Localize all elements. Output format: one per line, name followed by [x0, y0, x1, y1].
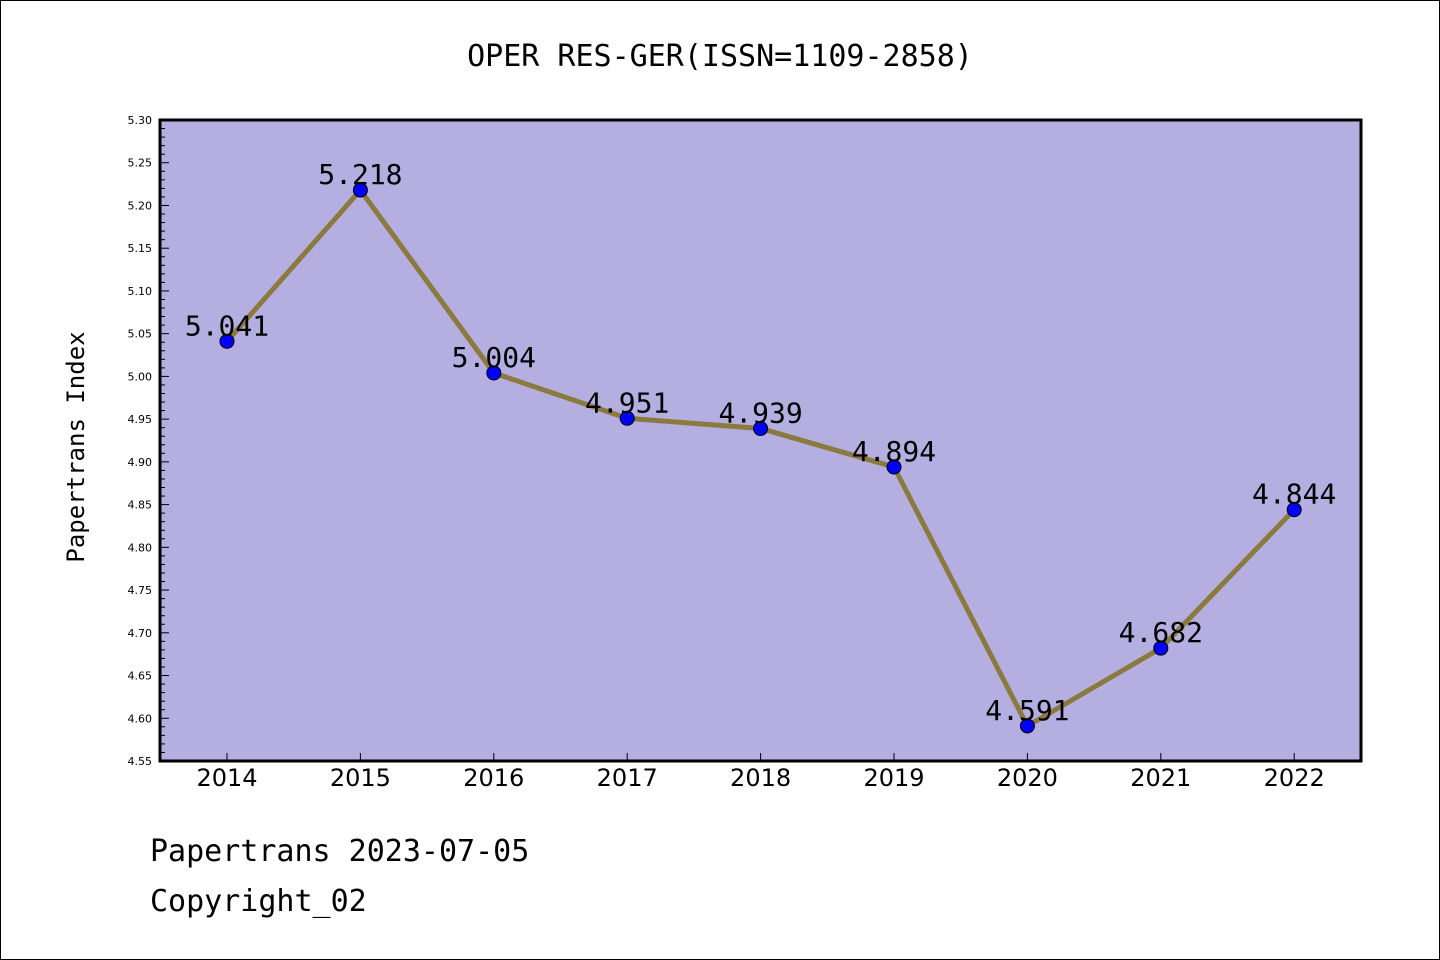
data-point [1019, 718, 1035, 734]
x-tick-label: 2014 [196, 764, 257, 792]
footer-date: Papertrans 2023-07-05 [150, 834, 530, 869]
x-tick-label: 2015 [330, 764, 391, 792]
y-tick-label: 5.05 [128, 328, 153, 341]
x-axis: 2014 2015 2016 2017 2018 2019 2020 2021 2022 [196, 753, 1325, 792]
x-tick-label: 2017 [597, 764, 658, 792]
y-tick-label: 5.30 [128, 114, 153, 127]
data-label: 5.218 [318, 158, 402, 191]
data-label: 4.894 [852, 435, 936, 468]
y-axis: 4.55 4.60 4.65 4.70 4.75 4.80 4.85 4.90 4.95 5.00… [128, 114, 169, 768]
y-tick-label: 4.80 [128, 541, 153, 554]
y-tick-label: 4.65 [128, 670, 153, 683]
x-tick-label: 2016 [463, 764, 524, 792]
data-point [486, 365, 502, 381]
x-tick-label: 2019 [863, 764, 924, 792]
y-tick-label: 5.10 [128, 285, 153, 298]
y-tick-label: 5.15 [128, 242, 153, 255]
data-label: 4.844 [1252, 478, 1336, 511]
data-labels: 5.041 5.218 5.004 4.951 4.939 4.894 4.591 4.682… [185, 158, 1336, 727]
y-tick-label: 4.55 [128, 755, 153, 768]
x-tick-label: 2020 [997, 764, 1058, 792]
y-tick-label: 4.95 [128, 413, 153, 426]
data-point [753, 421, 769, 437]
data-label: 4.951 [585, 386, 669, 419]
data-point [886, 459, 902, 475]
y-axis-label: Papertrans Index [62, 331, 90, 562]
data-point [352, 182, 368, 198]
data-label: 4.682 [1119, 616, 1203, 649]
data-point [219, 333, 235, 349]
series-markers [219, 182, 1302, 734]
data-point [1153, 640, 1169, 656]
y-tick-label: 5.25 [128, 157, 153, 170]
y-tick-label: 4.60 [128, 712, 153, 725]
y-tick-label: 4.85 [128, 499, 153, 512]
x-tick-label: 2018 [730, 764, 791, 792]
data-point [1286, 502, 1302, 518]
y-tick-label: 5.00 [128, 370, 153, 383]
y-tick-label: 4.70 [128, 627, 153, 640]
x-tick-label: 2021 [1130, 764, 1191, 792]
data-label: 5.041 [185, 309, 269, 342]
x-tick-label: 2022 [1264, 764, 1325, 792]
data-label: 4.939 [718, 397, 802, 430]
footer-copyright: Copyright_02 [150, 884, 367, 919]
data-label: 5.004 [452, 341, 536, 374]
data-point [619, 410, 635, 426]
y-tick-label: 4.90 [128, 456, 153, 469]
y-tick-label: 5.20 [128, 199, 153, 212]
chart-title: OPER RES-GER(ISSN=1109-2858) [467, 39, 973, 74]
data-label: 4.591 [985, 694, 1069, 727]
y-tick-label: 4.75 [128, 584, 153, 597]
